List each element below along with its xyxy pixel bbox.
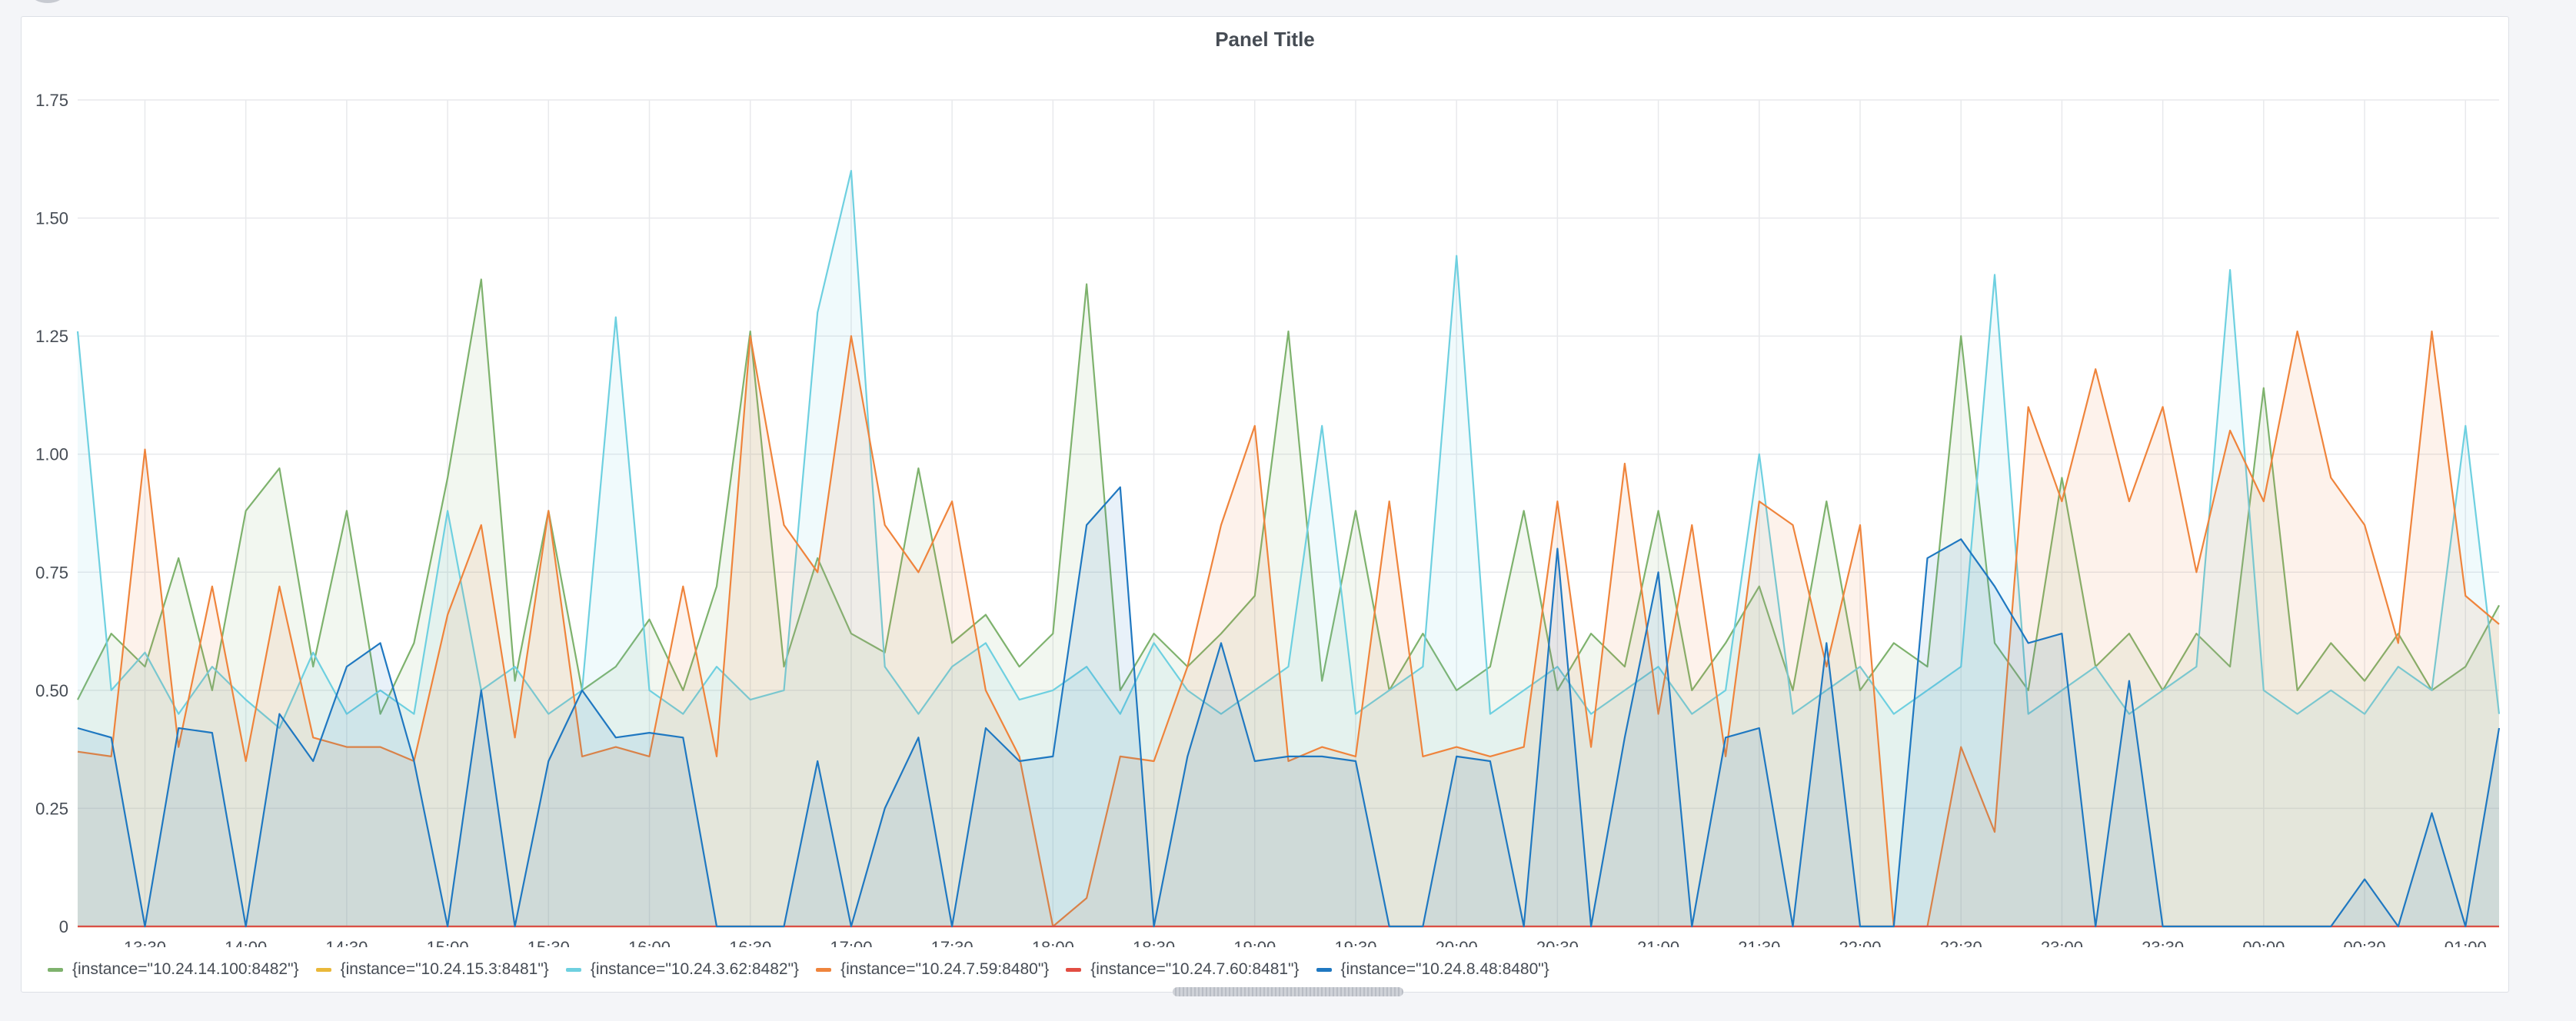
series-layer bbox=[76, 170, 2501, 928]
x-tick-label: 01:00 bbox=[2445, 938, 2487, 947]
x-tick-label: 20:30 bbox=[1536, 938, 1579, 947]
legend-item[interactable]: {instance="10.24.15.3:8481"} bbox=[315, 960, 549, 979]
series-line bbox=[77, 330, 2500, 928]
x-tick-label: 23:00 bbox=[2041, 938, 2083, 947]
x-tick-label: 22:00 bbox=[1839, 938, 1881, 947]
series-area bbox=[78, 279, 2499, 926]
x-tick-label: 00:00 bbox=[2242, 938, 2285, 947]
panel-header-remnant bbox=[31, 0, 65, 3]
y-axis: 0 0.25 0.50 0.75 1.00 1.25 1.50 1.75 bbox=[35, 91, 68, 936]
legend-item[interactable]: {instance="10.24.7.60:8481"} bbox=[1066, 960, 1300, 979]
legend-item[interactable]: {instance="10.24.8.48:8480"} bbox=[1316, 960, 1549, 979]
series-area bbox=[78, 331, 2499, 926]
series-line bbox=[77, 486, 2501, 928]
legend-item[interactable]: {instance="10.24.14.100:8482"} bbox=[48, 960, 299, 979]
y-tick-label: 1.75 bbox=[35, 91, 68, 110]
series-5 bbox=[77, 486, 2501, 928]
x-tick-label: 00:30 bbox=[2344, 938, 2386, 947]
x-tick-label: 19:30 bbox=[1334, 938, 1376, 947]
x-tick-label: 18:00 bbox=[1032, 938, 1074, 947]
y-tick-label: 1.25 bbox=[35, 327, 68, 346]
series-3 bbox=[77, 330, 2500, 928]
y-tick-label: 0 bbox=[59, 917, 68, 936]
x-axis: 13:30 14:00 14:30 15:00 15:30 16:00 16:30 17:00… bbox=[124, 938, 2487, 947]
legend-swatch bbox=[816, 967, 832, 972]
legend-label: {instance="10.24.14.100:8482"} bbox=[72, 960, 299, 978]
y-tick-label: 0.75 bbox=[35, 563, 68, 582]
graph-panel: Panel Title 0 0.25 0.50 0.75 1.00 1.25 1.50 1.7… bbox=[21, 16, 2509, 993]
legend-swatch bbox=[48, 967, 63, 972]
x-tick-label: 14:00 bbox=[225, 938, 267, 947]
legend-label: {instance="10.24.7.59:8480"} bbox=[840, 960, 1050, 978]
legend: {instance="10.24.14.100:8482"} {instance=… bbox=[48, 956, 1549, 983]
legend-item[interactable]: {instance="10.24.3.62:8482"} bbox=[565, 960, 800, 979]
x-tick-label: 13:30 bbox=[124, 938, 166, 947]
x-tick-label: 16:00 bbox=[628, 938, 671, 947]
legend-label: {instance="10.24.15.3:8481"} bbox=[340, 960, 549, 978]
x-tick-label: 21:00 bbox=[1637, 938, 1679, 947]
x-tick-label: 23:30 bbox=[2142, 938, 2184, 947]
x-tick-label: 18:30 bbox=[1133, 938, 1175, 947]
legend-swatch bbox=[315, 967, 331, 972]
x-tick-label: 22:30 bbox=[1940, 938, 1982, 947]
x-tick-label: 14:30 bbox=[325, 938, 368, 947]
x-tick-label: 16:30 bbox=[729, 938, 771, 947]
y-tick-label: 0.25 bbox=[35, 799, 68, 818]
x-tick-label: 19:00 bbox=[1233, 938, 1276, 947]
legend-label: {instance="10.24.3.62:8482"} bbox=[590, 960, 800, 978]
legend-swatch bbox=[1316, 967, 1332, 972]
y-tick-label: 1.50 bbox=[35, 209, 68, 228]
legend-swatch bbox=[565, 967, 581, 972]
panel-title[interactable]: Panel Title bbox=[1215, 28, 1315, 51]
line-chart: 0 0.25 0.50 0.75 1.00 1.25 1.50 1.75 13:30 14:00… bbox=[35, 91, 2501, 947]
x-tick-label: 20:00 bbox=[1436, 938, 1478, 947]
y-tick-label: 1.00 bbox=[35, 445, 68, 464]
x-tick-label: 21:30 bbox=[1738, 938, 1780, 947]
x-tick-label: 17:00 bbox=[830, 938, 872, 947]
x-tick-label: 15:00 bbox=[427, 938, 469, 947]
legend-label: {instance="10.24.7.60:8481"} bbox=[1090, 960, 1300, 978]
legend-swatch bbox=[1066, 967, 1082, 972]
legend-label: {instance="10.24.8.48:8480"} bbox=[1340, 960, 1549, 978]
series-area bbox=[78, 487, 2499, 926]
panel-resize-handle[interactable] bbox=[1173, 987, 1403, 996]
x-tick-label: 17:30 bbox=[931, 938, 973, 947]
x-tick-label: 15:30 bbox=[528, 938, 570, 947]
y-tick-label: 0.50 bbox=[35, 681, 68, 700]
legend-item[interactable]: {instance="10.24.7.59:8480"} bbox=[816, 960, 1049, 979]
